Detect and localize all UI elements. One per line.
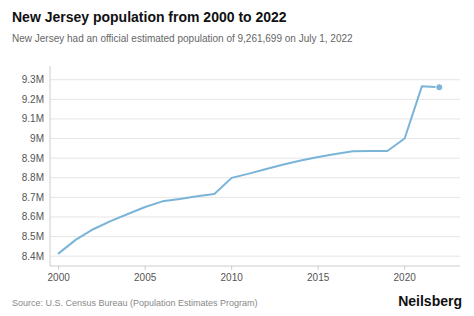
x-tick (318, 266, 319, 270)
grid-line (50, 236, 460, 237)
y-tick-label: 8.9M (22, 153, 44, 164)
y-tick-label: 8.7M (22, 192, 44, 203)
y-tick-label: 9.2M (22, 94, 44, 105)
y-axis-line (50, 66, 51, 266)
endpoint-marker (436, 84, 443, 91)
grid-line (50, 216, 460, 217)
plot-area (59, 84, 443, 254)
x-tick (58, 266, 59, 270)
x-tick (145, 266, 146, 270)
grid-line (50, 177, 460, 178)
x-tick-label: 2020 (394, 272, 417, 283)
x-tick (231, 266, 232, 270)
x-axis-line (50, 266, 460, 267)
y-tick-label: 9.1M (22, 113, 44, 124)
subtitle: New Jersey had an official estimated pop… (12, 33, 353, 44)
y-tick-label: 8.4M (22, 251, 44, 262)
x-tick-label: 2010 (221, 272, 244, 283)
grid-line (50, 79, 460, 80)
chart: New Jersey population from 2000 to 2022 N… (0, 0, 474, 316)
source: Source: U.S. Census Bureau (Population E… (12, 298, 258, 308)
grid-line (50, 99, 460, 100)
x-tick (404, 266, 405, 270)
grid-line (50, 158, 460, 159)
grid-line (50, 197, 460, 198)
title: New Jersey population from 2000 to 2022 (12, 9, 287, 25)
grid-line (50, 138, 460, 139)
branding: Neilsberg (398, 293, 462, 309)
x-tick-label: 2000 (48, 272, 71, 283)
grid-line (50, 118, 460, 119)
line (59, 86, 440, 253)
y-tick-label: 9M (30, 133, 44, 144)
y-tick-label: 8.5M (22, 231, 44, 242)
x-tick-label: 2015 (307, 272, 330, 283)
y-tick-label: 8.8M (22, 172, 44, 183)
grid-line (50, 256, 460, 257)
y-tick-label: 9.3M (22, 74, 44, 85)
y-tick-label: 8.6M (22, 211, 44, 222)
x-tick-label: 2005 (134, 272, 157, 283)
